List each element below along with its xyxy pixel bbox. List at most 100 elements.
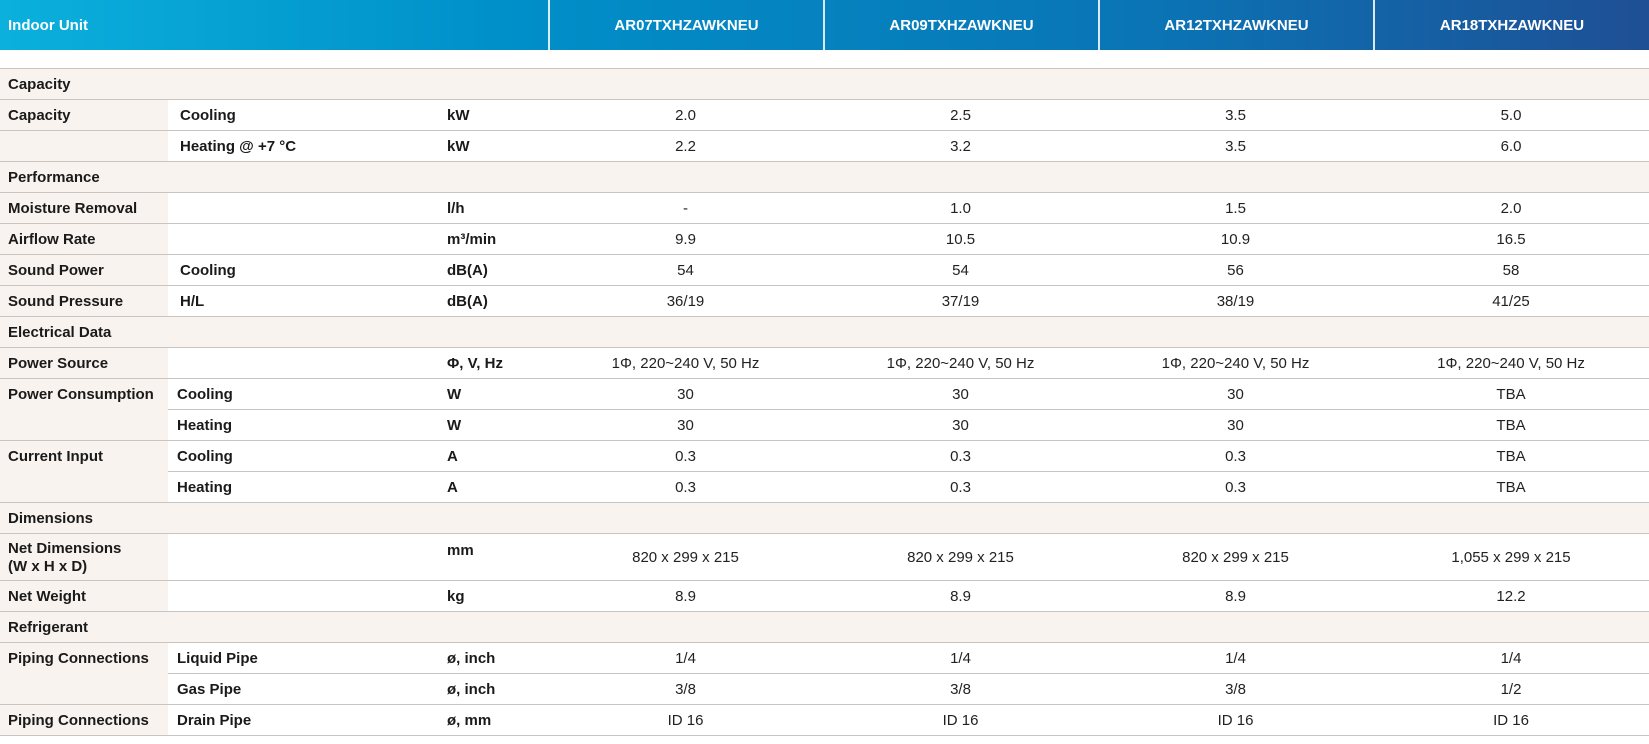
row-label [0, 673, 168, 705]
value-cell: 0.3 [823, 440, 1098, 472]
row-label-line2: (W x H x D) [8, 558, 88, 575]
row-sublabel: Cooling [168, 378, 433, 410]
row-sublabel [168, 533, 433, 581]
row-sublabel [168, 192, 433, 224]
value-cell: 10.9 [1098, 223, 1373, 255]
value-cell: 3/8 [823, 673, 1098, 705]
value-cell: 41/25 [1373, 285, 1649, 317]
section-row-dimensions: Dimensions [0, 502, 1649, 534]
row-label [0, 409, 168, 441]
model-header-2: AR09TXHZAWKNEU [823, 0, 1098, 50]
row-unit: A [433, 440, 548, 472]
value-cell: 0.3 [1098, 471, 1373, 503]
value-cell: 6.0 [1373, 130, 1649, 162]
table-row: Current Input Cooling A 0.3 0.3 0.3 TBA [0, 440, 1649, 472]
row-label: Sound Pressure [0, 285, 168, 317]
row-label: Piping Connections [0, 704, 168, 736]
value-cell: 3/8 [548, 673, 823, 705]
value-cell: ID 16 [823, 704, 1098, 736]
value-cell: 1,055 x 299 x 215 [1373, 533, 1649, 581]
spec-table-header: Indoor Unit AR07TXHZAWKNEU AR09TXHZAWKNE… [0, 0, 1649, 50]
table-row: Heating W 30 30 30 TBA [0, 409, 1649, 441]
row-label: Current Input [0, 440, 168, 472]
row-label: Piping Connections [0, 642, 168, 674]
value-cell: 1Φ, 220~240 V, 50 Hz [1098, 347, 1373, 379]
table-row: Capacity Cooling kW 2.0 2.5 3.5 5.0 [0, 99, 1649, 131]
value-cell: 36/19 [548, 285, 823, 317]
row-sublabel: Heating @ +7 °C [168, 130, 433, 162]
row-sublabel: Cooling [168, 99, 433, 131]
row-unit: W [433, 378, 548, 410]
model-header-3: AR12TXHZAWKNEU [1098, 0, 1373, 50]
value-cell: 8.9 [823, 580, 1098, 612]
section-title: Dimensions [0, 502, 1649, 534]
table-row: Airflow Rate m³/min 9.9 10.5 10.9 16.5 [0, 223, 1649, 255]
value-cell: 30 [823, 409, 1098, 441]
indoor-unit-header-label: Indoor Unit [8, 16, 88, 34]
value-cell: 58 [1373, 254, 1649, 286]
value-cell: ID 16 [548, 704, 823, 736]
value-cell: 1/2 [1373, 673, 1649, 705]
row-sublabel [168, 580, 433, 612]
table-row: Net Weight kg 8.9 8.9 8.9 12.2 [0, 580, 1649, 612]
value-cell: 1.5 [1098, 192, 1373, 224]
row-sublabel: Heating [168, 471, 433, 503]
value-cell: 30 [1098, 378, 1373, 410]
row-unit: W [433, 409, 548, 441]
value-cell: 3/8 [1098, 673, 1373, 705]
row-unit: ø, mm [433, 704, 548, 736]
header-spacer [0, 50, 1649, 68]
value-cell: 0.3 [548, 440, 823, 472]
value-cell: 1Φ, 220~240 V, 50 Hz [1373, 347, 1649, 379]
row-label-line1: Net Dimensions [8, 540, 122, 557]
value-cell: 2.5 [823, 99, 1098, 131]
table-row: Piping Connections Liquid Pipe ø, inch 1… [0, 642, 1649, 674]
row-label [0, 130, 168, 162]
value-cell: 3.5 [1098, 130, 1373, 162]
value-cell: 56 [1098, 254, 1373, 286]
row-label: Net Weight [0, 580, 168, 612]
value-cell: 3.5 [1098, 99, 1373, 131]
value-cell: 38/19 [1098, 285, 1373, 317]
value-cell: 9.9 [548, 223, 823, 255]
value-cell: 30 [548, 378, 823, 410]
value-cell: 2.2 [548, 130, 823, 162]
table-row: Sound Pressure H/L dB(A) 36/19 37/19 38/… [0, 285, 1649, 317]
row-unit: A [433, 471, 548, 503]
row-unit: ø, inch [433, 642, 548, 674]
section-title: Capacity [0, 68, 1649, 100]
section-row-performance: Performance [0, 161, 1649, 193]
model-header-4: AR18TXHZAWKNEU [1373, 0, 1649, 50]
row-sublabel: Liquid Pipe [168, 642, 433, 674]
row-sublabel [168, 347, 433, 379]
value-cell: 30 [548, 409, 823, 441]
value-cell: 10.5 [823, 223, 1098, 255]
row-label: Power Consumption [0, 378, 168, 410]
row-sublabel [168, 223, 433, 255]
row-label: Power Source [0, 347, 168, 379]
value-cell: - [548, 192, 823, 224]
row-label [0, 471, 168, 503]
value-cell: 0.3 [548, 471, 823, 503]
value-cell: TBA [1373, 440, 1649, 472]
row-label: Capacity [0, 99, 168, 131]
section-title: Electrical Data [0, 316, 1649, 348]
row-unit: kg [433, 580, 548, 612]
value-cell: 54 [548, 254, 823, 286]
value-cell: 12.2 [1373, 580, 1649, 612]
value-cell: 3.2 [823, 130, 1098, 162]
row-label: Airflow Rate [0, 223, 168, 255]
value-cell: ID 16 [1373, 704, 1649, 736]
row-unit: kW [433, 99, 548, 131]
value-cell: 0.3 [823, 471, 1098, 503]
table-row: Moisture Removal l/h - 1.0 1.5 2.0 [0, 192, 1649, 224]
row-sublabel: H/L [168, 285, 433, 317]
value-cell: ID 16 [1098, 704, 1373, 736]
value-cell: TBA [1373, 378, 1649, 410]
row-unit: m³/min [433, 223, 548, 255]
row-unit: mm [433, 533, 548, 581]
value-cell: TBA [1373, 409, 1649, 441]
row-sublabel: Drain Pipe [168, 704, 433, 736]
table-row: Power Source Φ, V, Hz 1Φ, 220~240 V, 50 … [0, 347, 1649, 379]
value-cell: 16.5 [1373, 223, 1649, 255]
